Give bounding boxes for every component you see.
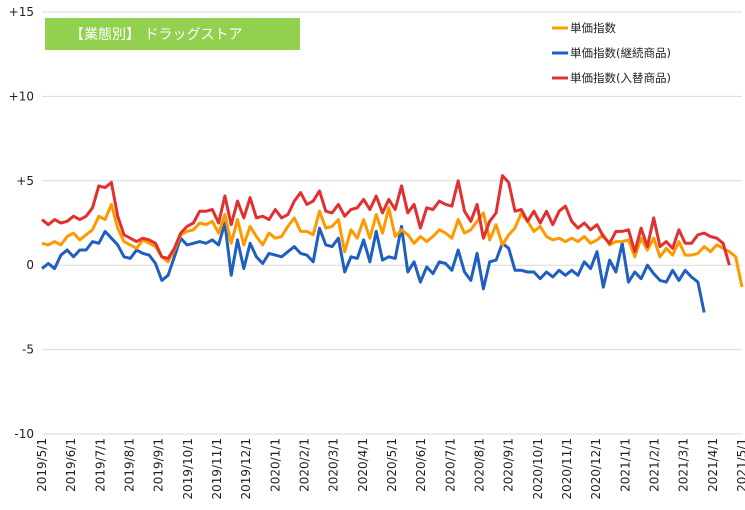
title-badge-background <box>45 18 300 50</box>
x-tick-label: 2019/12/1 <box>239 438 253 500</box>
x-tick-label: 2020/6/1 <box>414 438 428 492</box>
gridlines <box>42 11 742 435</box>
legend-label: 単価指数 <box>570 21 616 35</box>
series-line-2 <box>41 221 706 313</box>
x-tick-label: 2019/7/1 <box>93 438 107 492</box>
legend-label: 単価指数(継続商品) <box>570 46 671 60</box>
x-tick-label: 2020/4/1 <box>356 438 370 492</box>
x-tick-label: 2019/9/1 <box>152 438 166 492</box>
x-tick-label: 2019/6/1 <box>64 438 78 492</box>
x-tick-label: 2021/2/1 <box>648 438 662 492</box>
x-tick-label: 2020/3/1 <box>327 438 341 492</box>
x-tick-label: 2020/5/1 <box>385 438 399 492</box>
chart-title: 【業態別】 ドラッグストア <box>70 27 242 43</box>
x-tick-label: 2020/2/1 <box>298 438 312 492</box>
x-tick-label: 2020/7/1 <box>443 438 457 492</box>
x-tick-label: 2020/9/1 <box>502 438 516 492</box>
x-tick-label: 2020/12/1 <box>589 438 603 500</box>
y-tick-label: +5 <box>16 174 34 188</box>
y-tick-label: +10 <box>9 89 34 103</box>
series-line-3 <box>41 174 731 266</box>
legend-label: 単価指数(入替商品) <box>570 71 671 85</box>
series-layer <box>41 174 744 313</box>
x-tick-label: 2021/3/1 <box>677 438 691 492</box>
x-tick-label: 2021/5/1 <box>735 438 745 492</box>
y-tick-label: +15 <box>9 5 34 19</box>
x-tick-label: 2020/10/1 <box>531 438 545 500</box>
x-tick-label: 2020/1/1 <box>268 438 282 492</box>
title-badge: 【業態別】 ドラッグストア <box>45 18 300 50</box>
x-axis: 2019/5/1 2019/6/1 2019/7/1 2019/8/1 2019/9/1… <box>35 438 745 500</box>
x-tick-label: 2021/4/1 <box>706 438 720 492</box>
y-tick-label: -10 <box>14 427 34 441</box>
x-tick-label: 2020/11/1 <box>560 438 574 500</box>
x-tick-label: 2019/10/1 <box>181 438 195 500</box>
x-tick-label: 2019/11/1 <box>210 438 224 500</box>
x-tick-label: 2019/8/1 <box>123 438 137 492</box>
x-tick-label: 2019/5/1 <box>35 438 49 492</box>
x-tick-label: 2020/8/1 <box>473 438 487 492</box>
x-tick-label: 2021/1/1 <box>618 438 632 492</box>
y-tick-label: 0 <box>26 258 34 272</box>
y-tick-label: -5 <box>22 343 34 357</box>
y-axis: +15 +10 +5 0 -5 -10 <box>9 5 34 441</box>
